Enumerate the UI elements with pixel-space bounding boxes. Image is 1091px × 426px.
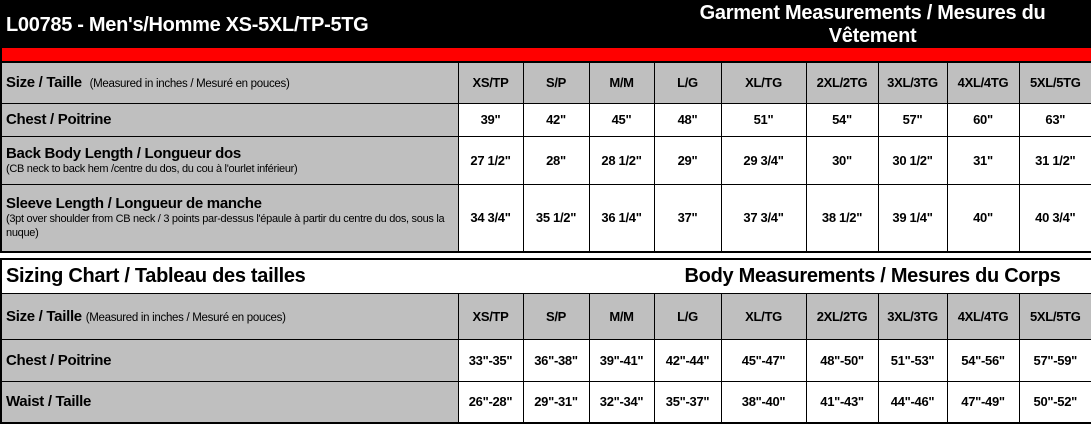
measurement-cell: 45" [588, 102, 655, 137]
size-label: Size / Taille (Measured in inches / Mesu… [0, 61, 459, 104]
measurement-cell: 31 1/2" [1018, 135, 1091, 185]
measurement-cell: 57"-59" [1018, 338, 1091, 382]
row-label: Waist / Taille [0, 380, 459, 424]
measurement-cell: 36 1/4" [588, 183, 655, 253]
measurement-cell: 29"-31" [522, 380, 590, 424]
measurement-cell: 30" [805, 135, 879, 185]
measurement-cell: 38 1/2" [805, 183, 879, 253]
measurement-cell: 38"-40" [720, 380, 807, 424]
size-header: XS/TP [457, 292, 524, 340]
measurement-cell: 28 1/2" [588, 135, 655, 185]
row-label-text: Waist / Taille [6, 393, 91, 411]
size-header: XL/TG [720, 61, 807, 104]
size-header: 4XL/4TG [946, 61, 1020, 104]
sizing-chart-title: Sizing Chart / Tableau des tailles [1, 258, 655, 294]
table-row: Back Body Length / Longueur dos (CB neck … [0, 135, 1091, 185]
garment-subtitle: Garment Measurements / Mesures du Vêteme… [654, 1, 1091, 48]
row-label: Chest / Poitrine [0, 338, 459, 382]
size-header: 2XL/2TG [805, 61, 879, 104]
red-accent-band [1, 48, 1091, 63]
measurement-cell: 40 3/4" [1018, 183, 1091, 253]
measurement-cell: 41"-43" [805, 380, 879, 424]
measurement-cell: 35"-37" [653, 380, 722, 424]
table-row: Chest / Poitrine 33"-35" 36"-38" 39"-41" 42"… [0, 338, 1091, 382]
measurement-cell: 60" [946, 102, 1020, 137]
size-header: L/G [653, 61, 722, 104]
size-label: Size / Taille (Measured in inches / Mesu… [0, 292, 459, 340]
table-row: Sleeve Length / Longueur de manche (3pt … [0, 183, 1091, 253]
size-header: M/M [588, 61, 655, 104]
measurement-cell: 48" [653, 102, 722, 137]
size-header: 3XL/3TG [877, 61, 948, 104]
size-header: 4XL/4TG [946, 292, 1020, 340]
measurement-cell: 39" [457, 102, 524, 137]
row-label: Sleeve Length / Longueur de manche (3pt … [0, 183, 459, 253]
measurement-cell: 50"-52" [1018, 380, 1091, 424]
measurement-cell: 54"-56" [946, 338, 1020, 382]
measurement-cell: 54" [805, 102, 879, 137]
size-header: S/P [522, 61, 590, 104]
measurement-cell: 42" [522, 102, 590, 137]
measurement-cell: 40" [946, 183, 1020, 253]
body-subtitle: Body Measurements / Mesures du Corps [654, 258, 1091, 294]
measurement-cell: 48"-50" [805, 338, 879, 382]
measurement-cell: 47"-49" [946, 380, 1020, 424]
measurement-cell: 39"-41" [588, 338, 655, 382]
table-row: Waist / Taille 26"-28" 29"-31" 32"-34" 35"-3… [0, 380, 1091, 424]
table-row: Chest / Poitrine 39" 42" 45" 48" 51" 54" 57" 60"… [0, 102, 1091, 137]
measurement-cell: 27 1/2" [457, 135, 524, 185]
size-header: XL/TG [720, 292, 807, 340]
measurement-cell: 29" [653, 135, 722, 185]
row-label: Back Body Length / Longueur dos (CB neck … [0, 135, 459, 185]
measurement-cell: 51"-53" [877, 338, 948, 382]
garment-measurements-table: L00785 - Men's/Homme XS-5XL/TP-5TG Garmen… [0, 0, 1091, 253]
measurement-cell: 26"-28" [457, 380, 524, 424]
measurement-cell: 37" [653, 183, 722, 253]
measurement-cell: 34 3/4" [457, 183, 524, 253]
product-title: L00785 - Men's/Homme XS-5XL/TP-5TG [1, 1, 654, 48]
measurement-cell: 31" [946, 135, 1020, 185]
size-header: 3XL/3TG [877, 292, 948, 340]
row-note: (CB neck to back hem /centre du dos, du … [6, 162, 298, 175]
measurement-cell: 63" [1018, 102, 1091, 137]
size-header: S/P [522, 292, 590, 340]
measurement-cell: 35 1/2" [522, 183, 590, 253]
size-header: XS/TP [457, 61, 524, 104]
measurement-cell: 39 1/4" [877, 183, 948, 253]
measurement-cell: 29 3/4" [720, 135, 807, 185]
row-label: Chest / Poitrine [0, 102, 459, 137]
measurement-cell: 36"-38" [522, 338, 590, 382]
measurement-cell: 32"-34" [588, 380, 655, 424]
row-label-text: Chest / Poitrine [6, 111, 112, 128]
measurement-cell: 45"-47" [720, 338, 807, 382]
measurement-cell: 44"-46" [877, 380, 948, 424]
measurement-cell: 42"-44" [653, 338, 722, 382]
body-measurements-table: Sizing Chart / Tableau des tailles Body M… [0, 258, 1091, 424]
measurement-cell: 28" [522, 135, 590, 185]
row-note: (3pt over shoulder from CB neck / 3 poin… [6, 213, 445, 240]
size-header: M/M [588, 292, 655, 340]
measurement-cell: 30 1/2" [877, 135, 948, 185]
size-header: 5XL/5TG [1018, 61, 1091, 104]
row-label-text: Sleeve Length / Longueur de manche [6, 195, 262, 213]
size-header: 5XL/5TG [1018, 292, 1091, 340]
measurement-cell: 37 3/4" [720, 183, 807, 253]
size-header: 2XL/2TG [805, 292, 879, 340]
measurement-cell: 57" [877, 102, 948, 137]
row-label-text: Chest / Poitrine [6, 351, 112, 369]
size-header: L/G [653, 292, 722, 340]
measurement-cell: 33"-35" [457, 338, 524, 382]
measurement-cell: 51" [720, 102, 807, 137]
row-label-text: Back Body Length / Longueur dos [6, 144, 241, 162]
